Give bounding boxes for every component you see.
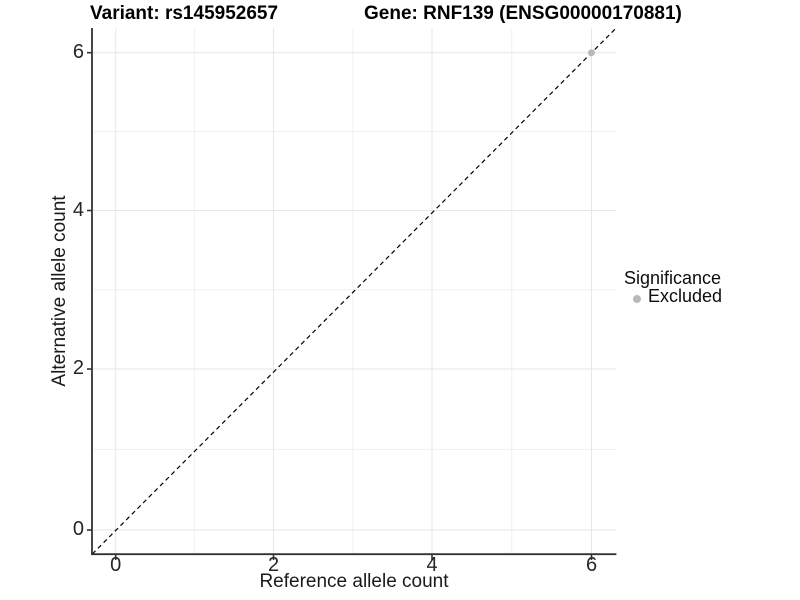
y-tick-label-6: 6 <box>72 41 84 63</box>
x-tick-label-2: 2 <box>267 554 280 576</box>
data-point-excluded <box>588 49 595 57</box>
y-tick-label-0: 0 <box>72 518 84 540</box>
legend-item-excluded: Excluded <box>648 286 723 306</box>
y-axis-title: Alternative allele count <box>49 195 70 387</box>
axis-lines <box>91 28 617 556</box>
x-tick-label-0: 0 <box>110 554 122 576</box>
identity-line <box>91 27 617 555</box>
legend-title: Significance <box>624 268 722 288</box>
gridlines-major <box>92 28 616 554</box>
gridlines-minor <box>92 28 616 554</box>
plot-title-gene: Gene: RNF139 (ENSG00000170881) <box>364 3 682 24</box>
tick-marks <box>87 51 593 560</box>
plot-title-variant: Variant: rs145952657 <box>90 3 279 24</box>
x-tick-label-4: 4 <box>426 554 438 576</box>
y-tick-label-4: 4 <box>72 199 84 221</box>
x-axis-title: Reference allele count <box>259 571 449 592</box>
x-tick-label-6: 6 <box>585 554 598 576</box>
y-tick-label-2: 2 <box>72 357 84 379</box>
legend-marker-dot-icon <box>633 295 641 303</box>
